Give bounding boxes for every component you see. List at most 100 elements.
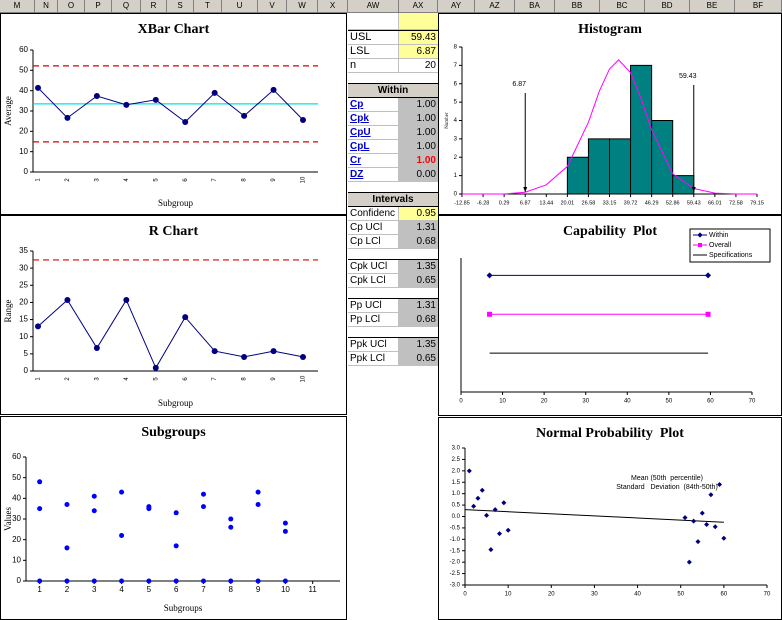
table-row: CpU 1.00: [348, 126, 438, 140]
x-tick-label: 79.15: [750, 200, 764, 206]
y-tick-label: -3.0: [450, 583, 461, 589]
data-point: [300, 353, 306, 360]
y-tick-label: 10: [19, 332, 28, 341]
y-tick-label: 0: [454, 192, 458, 198]
annotation: 6.87: [512, 81, 526, 88]
x-tick-label: 6: [183, 377, 189, 381]
y-tick-label: 5: [24, 349, 29, 358]
column-header: N: [35, 0, 58, 12]
panel: [438, 417, 782, 620]
x-tick-label: 30: [582, 399, 589, 405]
x-tick-label: 72.58: [729, 200, 743, 206]
x-tick-label: 40: [624, 399, 631, 405]
x-tick-label: 4: [124, 178, 130, 182]
x-tick-label: 2: [65, 178, 71, 182]
data-point: [123, 297, 130, 304]
column-header: BC: [600, 0, 645, 12]
data-point: [152, 96, 159, 103]
data-point: [241, 112, 248, 119]
row-value: 1.00: [399, 112, 438, 125]
data-point: [123, 101, 130, 108]
panel: [0, 13, 347, 215]
data-point: [484, 512, 490, 518]
row-label: Cpk: [348, 112, 399, 125]
table-row: Cpk 1.00: [348, 112, 438, 126]
data-point: [173, 578, 179, 584]
data-point: [64, 114, 71, 121]
x-tick-label: 6: [183, 178, 189, 182]
table-row: USL 59.43: [348, 31, 438, 45]
table-group: Within Cp 1.00 Cpk 1.00 CpU 1.00 CpL 1.00 Cr 1.00 D…: [348, 83, 438, 182]
data-point: [35, 323, 41, 330]
row-label: Cpk UCl: [348, 260, 399, 273]
group-heading: Within: [348, 84, 438, 98]
row-value: 1.00: [399, 126, 438, 139]
data-point: [173, 510, 179, 516]
data-point: [64, 545, 70, 551]
data-point: [93, 345, 100, 352]
row-label: Confidenc: [348, 207, 399, 220]
y-tick-label: 20: [12, 535, 21, 544]
data-point: [300, 116, 306, 123]
data-point: [64, 502, 70, 508]
curve: [462, 59, 757, 195]
data-point: [255, 502, 261, 508]
data-point: [182, 314, 189, 321]
x-tick-label: 5: [153, 178, 159, 182]
data-point: [488, 547, 494, 553]
column-header: BD: [645, 0, 690, 12]
data-point: [146, 506, 152, 512]
data-point: [200, 491, 206, 497]
y-axis-label: Number: [445, 112, 450, 129]
row-label: Cpk LCl: [348, 274, 399, 287]
legend-marker: [697, 232, 703, 238]
data-point: [686, 559, 692, 565]
y-tick-label: 20: [19, 126, 28, 135]
y-tick-label: 0.5: [452, 503, 461, 509]
legend-label: Overall: [709, 242, 732, 249]
data-point: [475, 495, 481, 501]
x-axis-label: Subgroup: [158, 398, 194, 408]
table-row: n 20: [348, 59, 438, 73]
x-tick-label: 6: [174, 585, 179, 594]
y-tick-label: 50: [12, 473, 21, 482]
data-point: [173, 543, 179, 549]
row-label: CpU: [348, 126, 399, 139]
y-axis-label: Values: [3, 507, 13, 531]
data-point: [255, 578, 261, 584]
x-tick-label: 3: [94, 377, 100, 381]
y-tick-label: 1.0: [452, 491, 461, 497]
data-point: [228, 516, 234, 522]
table-row: Cpk LCl 0.65: [348, 274, 438, 288]
x-tick-label: 59.43: [687, 200, 701, 206]
x-tick-label: 70: [764, 592, 771, 598]
y-tick-label: 4: [454, 118, 458, 124]
table-row: CpL 1.00: [348, 140, 438, 154]
data-point: [282, 520, 288, 526]
x-tick-label: 0.29: [499, 200, 510, 206]
x-tick-label: 50: [677, 592, 684, 598]
arrow-head: [523, 187, 528, 192]
x-tick-label: 6.87: [520, 200, 531, 206]
legend-label: Within: [709, 232, 729, 239]
data-point: [119, 489, 125, 495]
table-group: Intervals Confidenc 0.95 Cp UCl 1.31 Cp LCl 0.…: [348, 192, 438, 249]
column-header: S: [167, 0, 194, 12]
data-point: [119, 533, 125, 539]
x-tick-label: 7: [201, 585, 206, 594]
x-tick-label: 20: [548, 592, 555, 598]
row-value: 1.00: [399, 140, 438, 153]
y-tick-label: 10: [19, 147, 28, 156]
x-tick-label: 3: [94, 178, 100, 182]
data-point: [695, 539, 701, 545]
row-value: 1.31: [399, 221, 438, 234]
x-tick-label: 9: [256, 585, 261, 594]
x-tick-label: 52.86: [666, 200, 680, 206]
data-point: [200, 578, 206, 584]
table-group: Pp UCl 1.31 Pp LCl 0.68: [348, 298, 438, 327]
y-tick-label: 35: [19, 246, 28, 255]
data-point: [712, 524, 718, 530]
table-row: Cp UCl 1.31: [348, 221, 438, 235]
data-point: [497, 531, 503, 537]
